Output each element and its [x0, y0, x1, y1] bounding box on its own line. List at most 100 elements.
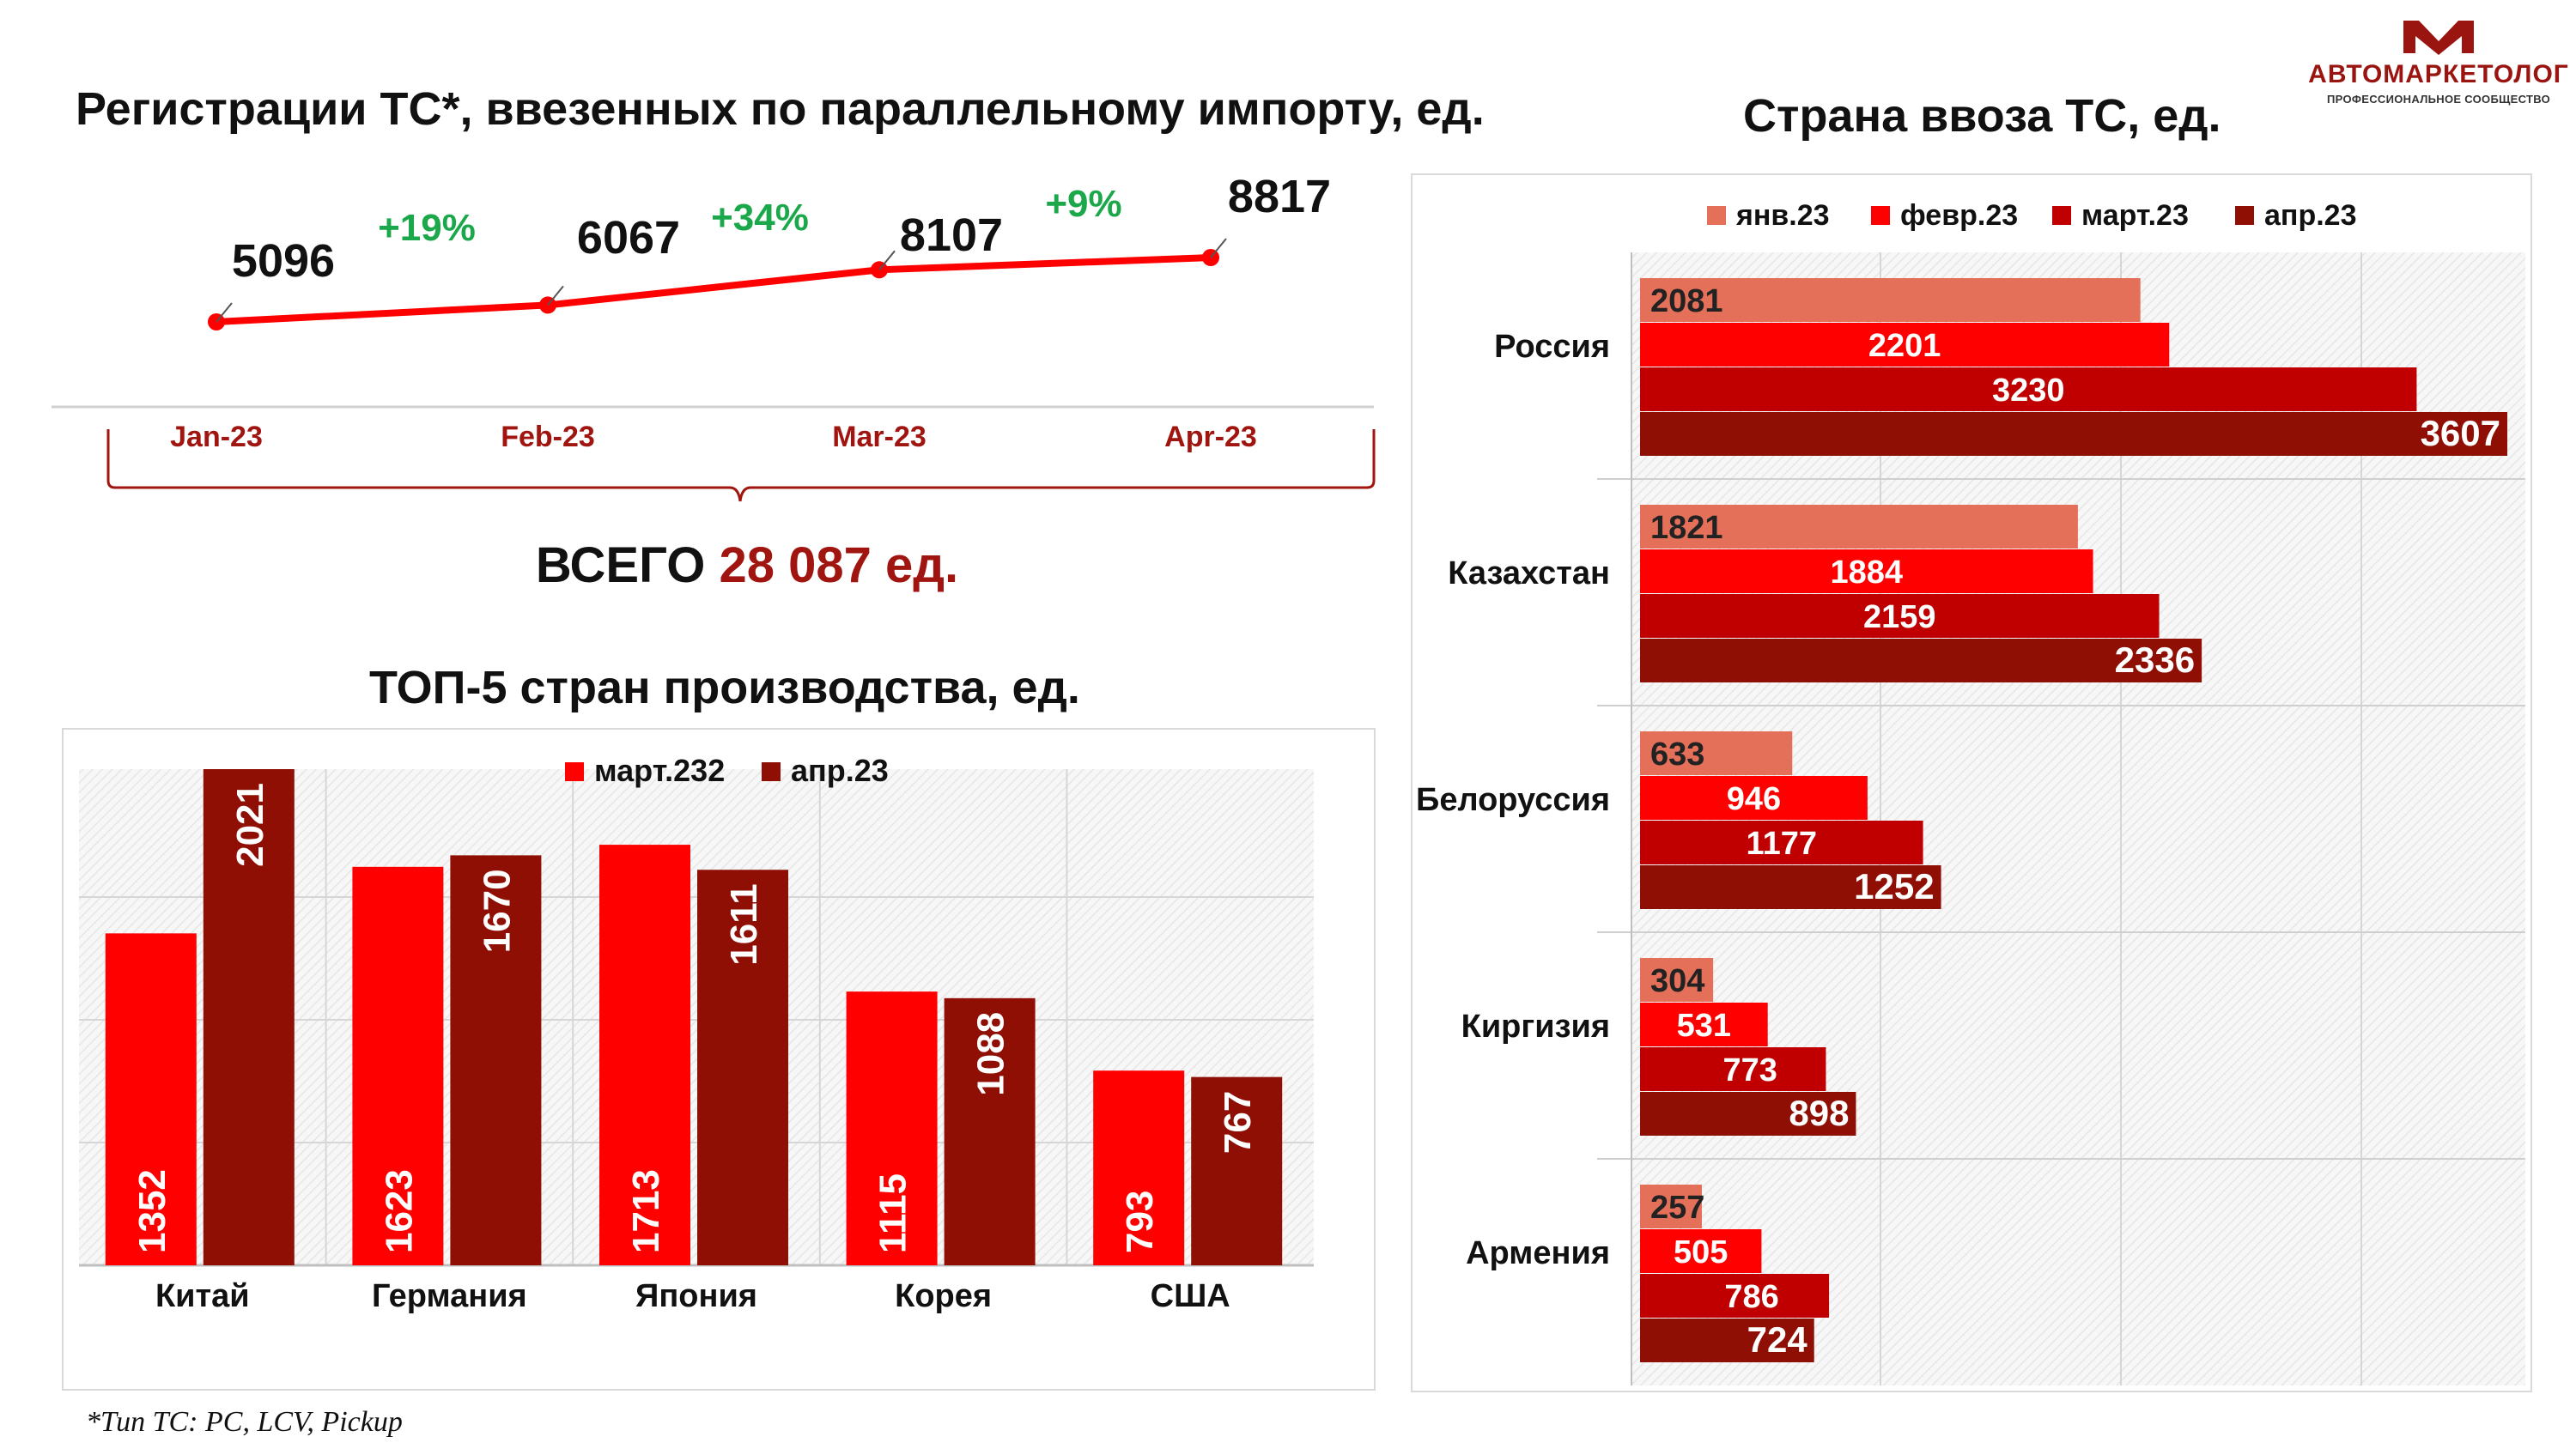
bar [1640, 1092, 1856, 1136]
bar-data-label: 2201 [1868, 328, 1941, 364]
bar [944, 997, 1036, 1265]
bar-data-label: 633 [1650, 737, 1704, 773]
total-value: 28 087 ед. [719, 537, 959, 593]
bar-chart-title: ТОП-5 стран производства, ед. [369, 662, 1080, 713]
x-tick-label: Корея [895, 1278, 992, 1314]
bar-data-label: 786 [1724, 1279, 1778, 1315]
y-tick-label: Казахстан [1448, 555, 1610, 591]
bar-data-label: 1177 [1747, 826, 1817, 862]
line-data-label: 5096 [232, 235, 335, 287]
bar [1640, 731, 1793, 775]
total-brace [106, 429, 1376, 502]
y-tick-label: Россия [1494, 329, 1610, 365]
country-chart-panel: 2081 2201 3230 3607 Россия 1821 1884 2159 2336 Ка… [1411, 173, 2532, 1392]
logo: АВТОМАРКЕТОЛОГ ПРОФЕССИОНАЛЬНОЕ СООБЩЕСТ… [2301, 15, 2576, 110]
bar [352, 866, 444, 1265]
bar [1640, 821, 1923, 864]
bar-data-label: 724 [1747, 1319, 1808, 1360]
bar-chart-panel: 1352 2021 Китай 1623 1670 Германия 1713 1611 Япо… [62, 728, 1376, 1391]
x-tick-label: Feb-23 [501, 421, 595, 453]
line-chart-title: Регистрации ТС*, ввезенных по параллельн… [76, 83, 1485, 135]
x-tick-label: Германия [372, 1278, 527, 1314]
y-tick-label: Киргизия [1461, 1009, 1610, 1045]
x-tick-label: Apr-23 [1164, 421, 1257, 453]
bar-data-label: 2159 [1863, 599, 1936, 635]
bar-data-label: 1088 [970, 1012, 1012, 1096]
legend-label: февр.23 [1900, 199, 2018, 232]
x-tick-label: Mar-23 [832, 421, 927, 453]
x-tick-label: США [1151, 1278, 1230, 1314]
bar-data-label: 1352 [131, 1169, 173, 1253]
data-label-leader [216, 302, 233, 323]
bar-data-label: 3607 [2421, 413, 2500, 453]
line-chart: 5096 6067 8107 8817 +19% +34% +9% Jan-23 Feb-23 M… [52, 171, 1376, 502]
growth-label: +9% [1045, 183, 1121, 225]
bar [1640, 278, 2141, 322]
bar [105, 933, 197, 1265]
data-label-leader [1210, 238, 1227, 258]
bar [1191, 1076, 1283, 1265]
x-tick-label: Япония [635, 1278, 757, 1314]
y-tick-label: Белоруссия [1416, 782, 1610, 818]
bar-data-label: 3230 [1992, 373, 2065, 409]
line-data-label: 8817 [1228, 171, 1331, 222]
data-label-leader [547, 285, 564, 306]
bar-data-label: 2336 [2115, 640, 2195, 680]
bar-data-label: 2081 [1650, 283, 1723, 319]
legend-label: апр.23 [791, 753, 889, 788]
legend-swatch [1707, 206, 1726, 225]
legend-label: март.232 [594, 753, 725, 788]
bar-data-label: 505 [1674, 1234, 1728, 1270]
bar [1640, 776, 1868, 820]
bar [1640, 865, 1941, 909]
legend-label: март.23 [2081, 199, 2189, 232]
bar-data-label: 531 [1677, 1008, 1731, 1044]
total-label: ВСЕГО [535, 537, 706, 593]
bar [1640, 412, 2507, 456]
legend-swatch [1871, 206, 1890, 225]
bar-data-label: 304 [1650, 963, 1704, 999]
bar [450, 855, 542, 1265]
country-chart-title: Страна ввоза ТС, ед. [1743, 90, 2221, 142]
bar-data-label: 1884 [1830, 555, 1903, 591]
bar-data-label: 898 [1789, 1093, 1849, 1133]
logo-mark-icon [2403, 19, 2474, 55]
bar-data-label: 793 [1119, 1191, 1161, 1253]
legend-swatch [2052, 206, 2071, 225]
y-tick-label: Армения [1466, 1235, 1610, 1271]
footnote: *Тип ТС: PC, LCV, Pickup [86, 1406, 403, 1438]
bar-data-label: 1670 [476, 869, 518, 953]
legend-swatch [762, 762, 781, 781]
bar [1640, 323, 2170, 367]
bar [697, 870, 788, 1265]
bar [1640, 958, 1714, 1002]
growth-label: +34% [711, 197, 809, 239]
bar [1640, 1319, 1814, 1362]
bar-data-label: 767 [1217, 1091, 1259, 1154]
logo-subtitle: ПРОФЕССИОНАЛЬНОЕ СООБЩЕСТВО [2327, 93, 2550, 106]
bar-chart: 1352 2021 Китай 1623 1670 Германия 1713 1611 Япо… [79, 753, 1314, 1314]
bar [599, 845, 690, 1265]
line-data-label: 8107 [900, 209, 1003, 261]
bar-data-label: 1115 [872, 1173, 914, 1253]
bar [1640, 549, 2093, 593]
bar-data-label: 1611 [723, 883, 765, 965]
bar [846, 991, 938, 1265]
line-series [216, 254, 1212, 325]
legend-label: янв.23 [1735, 199, 1830, 232]
bar [1640, 594, 2160, 638]
data-label-leader [878, 250, 896, 270]
logo-name: АВТОМАРКЕТОЛОГ [2308, 60, 2569, 88]
bar-data-label: 1821 [1650, 510, 1723, 546]
bar [1640, 505, 2078, 549]
bar [203, 769, 295, 1265]
bar [1640, 1274, 1830, 1318]
bar [1640, 1003, 1768, 1046]
bar-data-label: 1252 [1854, 866, 1934, 906]
x-tick-label: Jan-23 [170, 421, 263, 453]
country-chart: 2081 2201 3230 3607 Россия 1821 1884 2159 2336 Ка… [1416, 199, 2525, 1385]
bar-data-label: 257 [1650, 1190, 1704, 1226]
growth-label: +19% [378, 207, 476, 249]
legend-swatch [565, 762, 584, 781]
line-data-label: 6067 [577, 212, 680, 264]
